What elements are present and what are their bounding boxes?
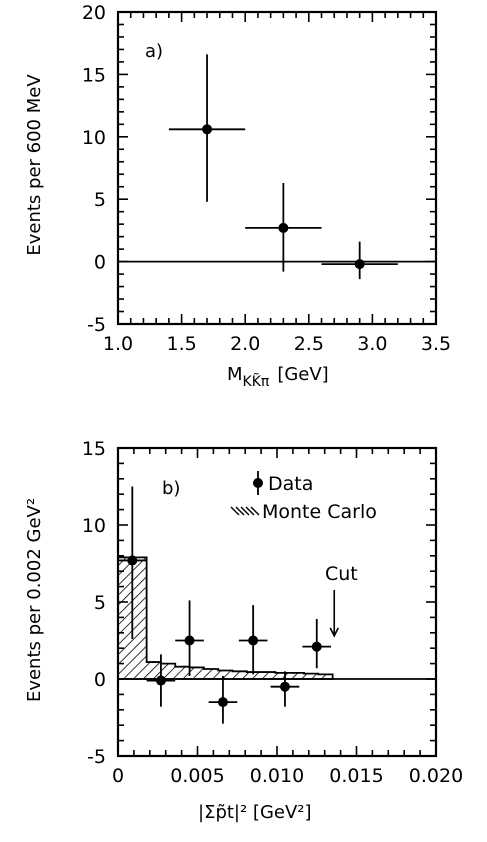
cut-arrow: [329, 590, 339, 638]
data-point: [270, 671, 300, 707]
monte-carlo-histogram: [117, 556, 334, 680]
panel-b-label: b): [162, 478, 180, 499]
data-point: [238, 605, 268, 675]
x-tick-label: 1.0: [103, 333, 133, 355]
y-tick-label: 15: [82, 64, 106, 86]
panel-b-data-points: [118, 486, 332, 724]
panel-b-y-axis-title: Events per 0.002 GeV²: [24, 498, 45, 702]
panel-a-xlabel-main: M: [227, 364, 243, 385]
point-marker: [127, 555, 138, 566]
legend-data-label: Data: [268, 473, 313, 495]
data-point: [168, 54, 246, 202]
point-marker: [202, 124, 213, 135]
cut-arrow-head: [329, 627, 339, 638]
panel-a-data-points: [168, 54, 398, 280]
x-tick-label: 0: [112, 765, 124, 787]
panel-a: 1.0 1.5 2.0 2.5 3.0 3.5 -5 0 5 10 15 20 a) MKK̃π [G…: [24, 2, 451, 390]
panel-a-x-tick-labels: 1.0 1.5 2.0 2.5 3.0 3.5: [103, 333, 451, 355]
y-tick-label: 10: [82, 515, 106, 537]
panel-a-xlabel-sub: KK̃π: [243, 373, 270, 390]
point-marker: [354, 259, 365, 270]
x-tick-label: 0.020: [409, 765, 463, 787]
panel-b-y-tick-labels: -5 0 5 10 15: [82, 438, 106, 768]
y-tick-label: 0: [94, 669, 106, 691]
data-point: [245, 182, 322, 272]
y-tick-label: 15: [82, 438, 106, 460]
data-point: [302, 618, 332, 669]
data-point: [321, 241, 398, 280]
y-tick-label: 5: [94, 189, 106, 211]
y-tick-label: 0: [94, 252, 106, 274]
x-tick-label: 2.5: [294, 333, 324, 355]
point-marker: [155, 675, 166, 686]
point-marker: [278, 222, 289, 233]
point-marker: [248, 635, 259, 646]
legend-data-marker: [253, 471, 263, 495]
point-marker: [279, 681, 290, 692]
monte-carlo-bins: [117, 556, 334, 680]
y-tick-label: -5: [87, 746, 106, 768]
legend-monte-carlo-swatch: [230, 506, 260, 516]
legend: Data Monte Carlo: [230, 471, 377, 523]
panel-b-ticks: [117, 447, 437, 757]
data-point: [146, 654, 176, 707]
x-tick-label: 3.0: [357, 333, 387, 355]
y-tick-label: 10: [82, 127, 106, 149]
x-tick-label: 0.005: [170, 765, 224, 787]
panel-a-y-tick-labels: -5 0 5 10 15 20: [82, 2, 106, 336]
y-tick-label: 5: [94, 592, 106, 614]
data-point: [118, 486, 147, 639]
panel-a-x-axis-title: MKK̃π [GeV]: [227, 364, 329, 390]
panel-b-x-tick-labels: 0 0.005 0.010 0.015 0.020: [112, 765, 463, 787]
point-marker: [311, 641, 322, 652]
panel-a-label: a): [145, 41, 163, 62]
point-marker: [184, 635, 195, 646]
x-tick-label: 0.010: [250, 765, 304, 787]
point-marker: [217, 697, 228, 708]
panel-a-xlabel-unit: [GeV]: [277, 364, 328, 385]
data-point: [175, 600, 204, 676]
panel-a-y-axis-title: Events per 600 MeV: [24, 74, 45, 256]
x-tick-label: 0.015: [329, 765, 383, 787]
panel-a-frame: [116, 10, 438, 326]
data-point: [208, 675, 238, 724]
panel-a-ticks: [117, 11, 437, 325]
panel-b: 0 0.005 0.010 0.015 0.020 -5 0 5 10 15 b) Data M…: [24, 438, 463, 823]
x-tick-label: 2.0: [230, 333, 260, 355]
y-tick-label: 20: [82, 2, 106, 24]
legend-monte-carlo-label: Monte Carlo: [262, 501, 377, 523]
y-tick-label: -5: [87, 314, 106, 336]
panel-b-x-axis-title: |Σp̃t|² [GeV²]: [198, 802, 312, 823]
x-tick-label: 1.5: [166, 333, 196, 355]
x-tick-label: 3.5: [421, 333, 451, 355]
cut-annotation: Cut: [325, 563, 358, 585]
